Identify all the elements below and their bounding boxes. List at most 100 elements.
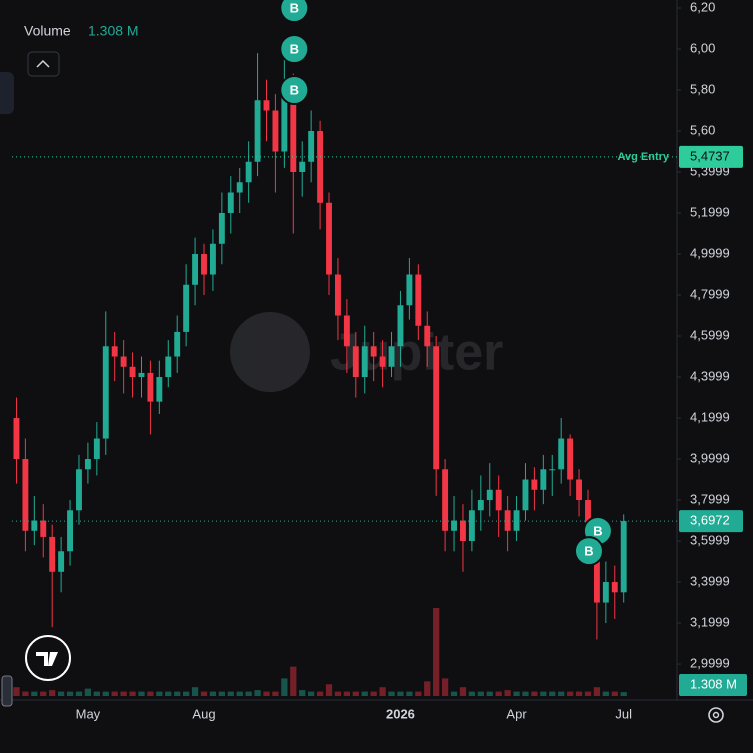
- candle-body: [290, 90, 297, 173]
- candle-body: [388, 346, 395, 367]
- volume-bar: [477, 691, 484, 696]
- trade-label: B: [290, 82, 299, 97]
- avg-entry-box: [679, 145, 743, 168]
- side-button[interactable]: [0, 72, 14, 114]
- y-tick-label: 4,3999: [690, 368, 730, 383]
- volume-bar: [459, 687, 467, 696]
- volume-bar: [611, 691, 618, 696]
- x-tick-label: 2026: [386, 706, 415, 721]
- candle-body: [138, 372, 145, 378]
- y-tick-label: 3,3999: [690, 573, 730, 588]
- candle-body: [299, 161, 306, 173]
- candle-body: [192, 254, 199, 285]
- candle-body: [424, 325, 431, 347]
- volume-bar: [361, 691, 368, 696]
- candle-body: [31, 520, 38, 531]
- watermark-logo: [230, 312, 310, 392]
- volume-bar: [49, 690, 56, 696]
- volume-box: [679, 674, 747, 696]
- candle-body: [334, 274, 341, 316]
- volume-bar: [620, 692, 627, 696]
- candle-body: [352, 346, 359, 378]
- price-box: [679, 510, 743, 533]
- plot: [13, 53, 627, 696]
- settings-ring: [708, 707, 724, 723]
- price-label: 3,6972: [690, 513, 730, 528]
- settings-core: [712, 711, 720, 719]
- volume-bar: [13, 687, 20, 696]
- volume-bar: [397, 691, 404, 696]
- volume-bar: [22, 691, 29, 696]
- candle-body: [236, 182, 243, 193]
- candle-body: [183, 284, 190, 332]
- candle-body: [486, 489, 493, 501]
- tv-logo-mark: [36, 652, 58, 666]
- candle-body: [67, 510, 73, 552]
- candle-body: [549, 469, 556, 471]
- volume-bar: [209, 691, 217, 696]
- y-tick-label: 6,20: [690, 0, 715, 14]
- candle-body: [120, 356, 127, 367]
- x-tick-label: Aug: [192, 706, 215, 721]
- candle-body: [84, 459, 91, 470]
- pane-handle[interactable]: [1, 675, 13, 707]
- y-tick-label: 4,5999: [690, 327, 730, 342]
- candle-body: [174, 331, 181, 357]
- candle-body: [76, 469, 82, 511]
- volume-bar: [531, 691, 538, 696]
- volume-bar: [111, 691, 118, 696]
- volume-title: Volume: [24, 23, 71, 39]
- candle-body: [379, 356, 386, 367]
- volume-bar: [263, 691, 270, 696]
- avg-entry-label: Avg Entry: [617, 151, 669, 163]
- volume-bar: [575, 691, 583, 696]
- volume-bar: [40, 691, 47, 696]
- volume-bar: [147, 691, 154, 696]
- y-tick-label: 5,60: [690, 122, 715, 137]
- avg-entry-value: 5,4737: [690, 148, 730, 163]
- volume-bar: [513, 691, 520, 696]
- y-tick-label: 3,7999: [690, 491, 730, 506]
- volume-bar: [468, 691, 476, 696]
- volume-bar: [316, 691, 324, 696]
- candle-body: [254, 100, 261, 162]
- candle-body: [602, 582, 609, 603]
- x-tick-label: May: [76, 706, 101, 721]
- y-tick-label: 5,80: [690, 81, 715, 96]
- candle-body: [468, 510, 475, 542]
- volume-bar: [370, 691, 377, 696]
- volume-bar: [441, 678, 449, 696]
- trade-marker: [573, 536, 604, 567]
- candle-body: [40, 520, 47, 537]
- volume-bar: [227, 691, 234, 696]
- collapse-button[interactable]: [27, 51, 60, 77]
- collapse-icon: [36, 59, 50, 68]
- volume-bar: [433, 608, 440, 696]
- volume-bar: [174, 691, 181, 696]
- volume-bar: [200, 691, 208, 696]
- settings-icon[interactable]: [708, 707, 724, 723]
- volume-bar: [236, 691, 243, 696]
- volume-bar: [522, 691, 529, 696]
- volume-bar: [57, 691, 65, 696]
- candle-body: [209, 243, 216, 275]
- volume-bar: [486, 691, 493, 696]
- watermark-text: Jupiter: [330, 324, 503, 382]
- volume-bar: [254, 690, 261, 696]
- volume-bar: [156, 691, 163, 696]
- x-tick-label: Apr: [506, 706, 527, 721]
- candle-body: [272, 110, 279, 152]
- candle-body: [245, 161, 252, 183]
- volume-bar: [495, 691, 502, 696]
- candle-body: [415, 274, 422, 326]
- candle-body: [406, 274, 413, 306]
- trade-label: B: [584, 544, 593, 559]
- volume-value: 1.308 M: [88, 23, 139, 39]
- volume-bar: [290, 666, 297, 696]
- candle-body: [442, 469, 449, 531]
- candle-body: [156, 377, 163, 402]
- volume-bar: [129, 691, 136, 696]
- watermark: Jupiter: [230, 312, 503, 392]
